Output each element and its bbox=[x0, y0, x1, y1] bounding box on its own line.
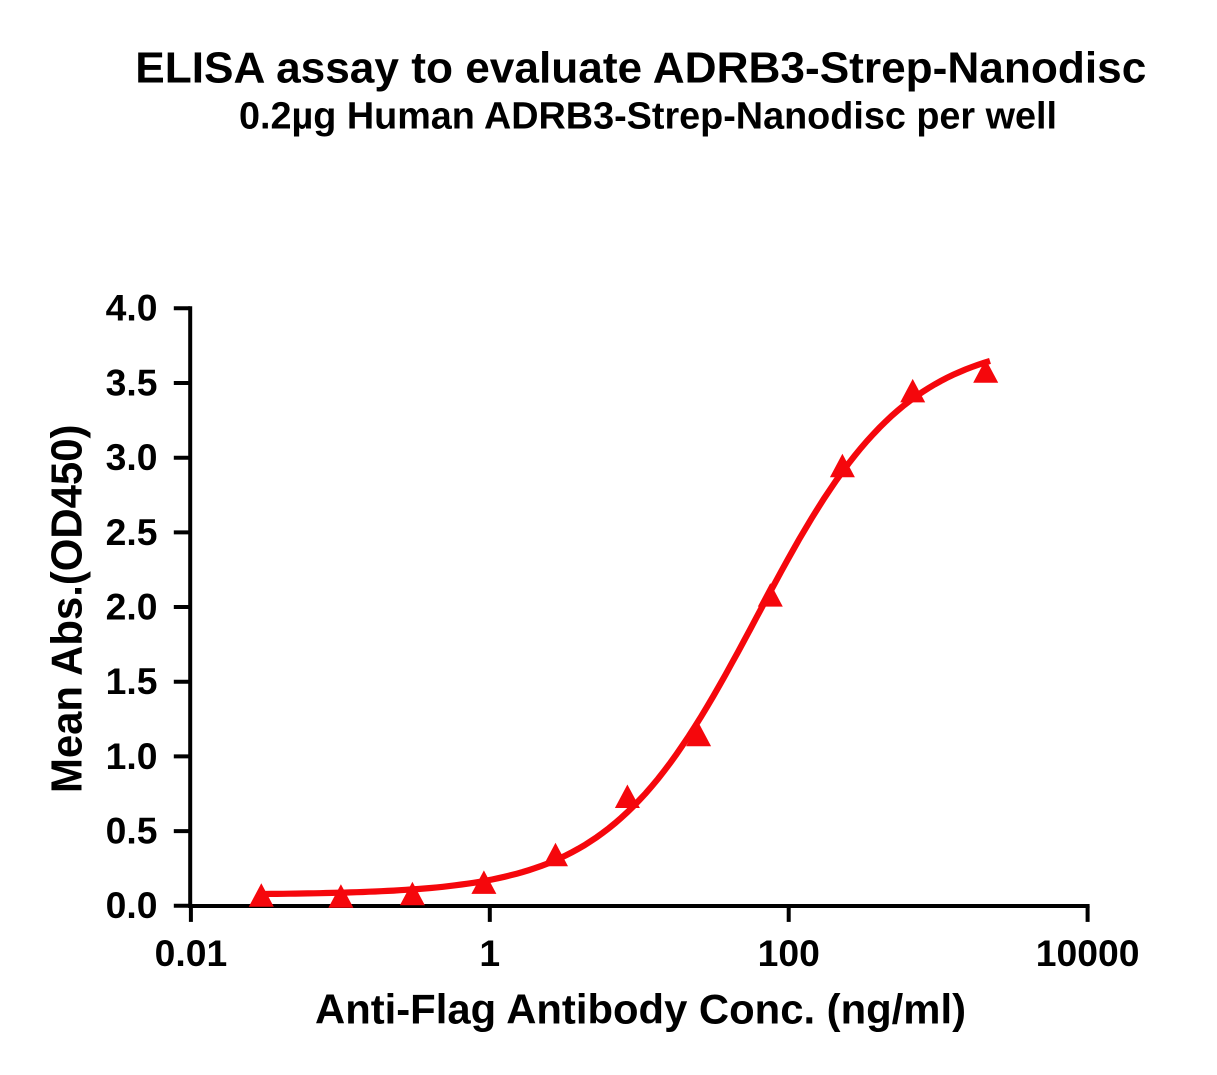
svg-text:0.0: 0.0 bbox=[106, 884, 158, 926]
svg-text:3.5: 3.5 bbox=[106, 361, 158, 403]
svg-text:Anti-Flag Antibody Conc. (ng/m: Anti-Flag Antibody Conc. (ng/ml) bbox=[315, 985, 966, 1032]
svg-text:0.01: 0.01 bbox=[155, 932, 228, 974]
svg-text:10000: 10000 bbox=[1036, 932, 1140, 974]
svg-text:2.0: 2.0 bbox=[106, 585, 158, 627]
svg-text:0.2µg Human ADRB3-Strep-Nanodi: 0.2µg Human ADRB3-Strep-Nanodisc per wel… bbox=[239, 96, 1057, 138]
svg-text:4.0: 4.0 bbox=[106, 287, 158, 329]
svg-text:1: 1 bbox=[479, 932, 500, 974]
svg-text:1.0: 1.0 bbox=[106, 735, 158, 777]
svg-text:3.0: 3.0 bbox=[106, 436, 158, 478]
svg-text:1.5: 1.5 bbox=[106, 660, 158, 702]
svg-text:ELISA assay to evaluate ADRB3-: ELISA assay to evaluate ADRB3-Strep-Nano… bbox=[135, 44, 1146, 92]
svg-text:Mean Abs.(OD450): Mean Abs.(OD450) bbox=[44, 425, 92, 794]
svg-text:0.5: 0.5 bbox=[106, 810, 158, 852]
svg-text:2.5: 2.5 bbox=[106, 511, 158, 553]
svg-text:100: 100 bbox=[758, 932, 820, 974]
